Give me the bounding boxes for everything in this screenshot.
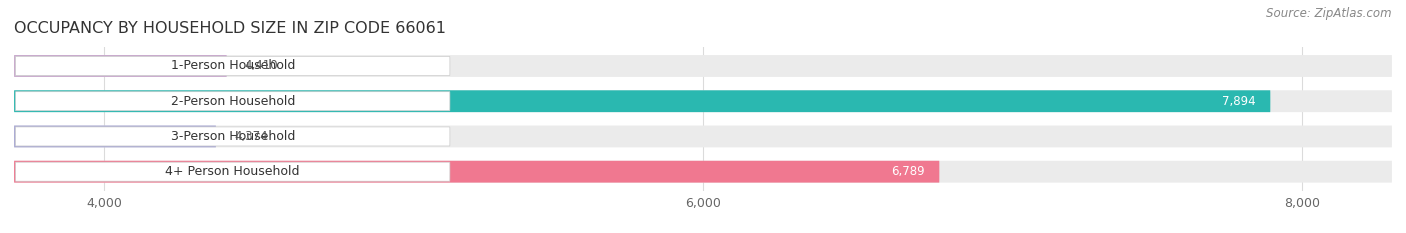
Text: Source: ZipAtlas.com: Source: ZipAtlas.com xyxy=(1267,7,1392,20)
FancyBboxPatch shape xyxy=(15,56,450,75)
Text: 4,374: 4,374 xyxy=(233,130,267,143)
FancyBboxPatch shape xyxy=(14,161,939,183)
FancyBboxPatch shape xyxy=(15,92,450,111)
FancyBboxPatch shape xyxy=(14,90,1271,112)
FancyBboxPatch shape xyxy=(14,126,217,147)
Text: 7,894: 7,894 xyxy=(1222,95,1256,108)
Text: OCCUPANCY BY HOUSEHOLD SIZE IN ZIP CODE 66061: OCCUPANCY BY HOUSEHOLD SIZE IN ZIP CODE … xyxy=(14,21,446,36)
FancyBboxPatch shape xyxy=(14,90,1392,112)
FancyBboxPatch shape xyxy=(14,55,226,77)
FancyBboxPatch shape xyxy=(15,127,450,146)
Text: 4+ Person Household: 4+ Person Household xyxy=(166,165,299,178)
Text: 4,410: 4,410 xyxy=(245,59,278,72)
FancyBboxPatch shape xyxy=(14,126,1392,147)
Text: 6,789: 6,789 xyxy=(891,165,924,178)
Text: 3-Person Household: 3-Person Household xyxy=(170,130,295,143)
Text: 1-Person Household: 1-Person Household xyxy=(170,59,295,72)
FancyBboxPatch shape xyxy=(14,161,1392,183)
Text: 2-Person Household: 2-Person Household xyxy=(170,95,295,108)
FancyBboxPatch shape xyxy=(15,162,450,181)
FancyBboxPatch shape xyxy=(14,55,1392,77)
